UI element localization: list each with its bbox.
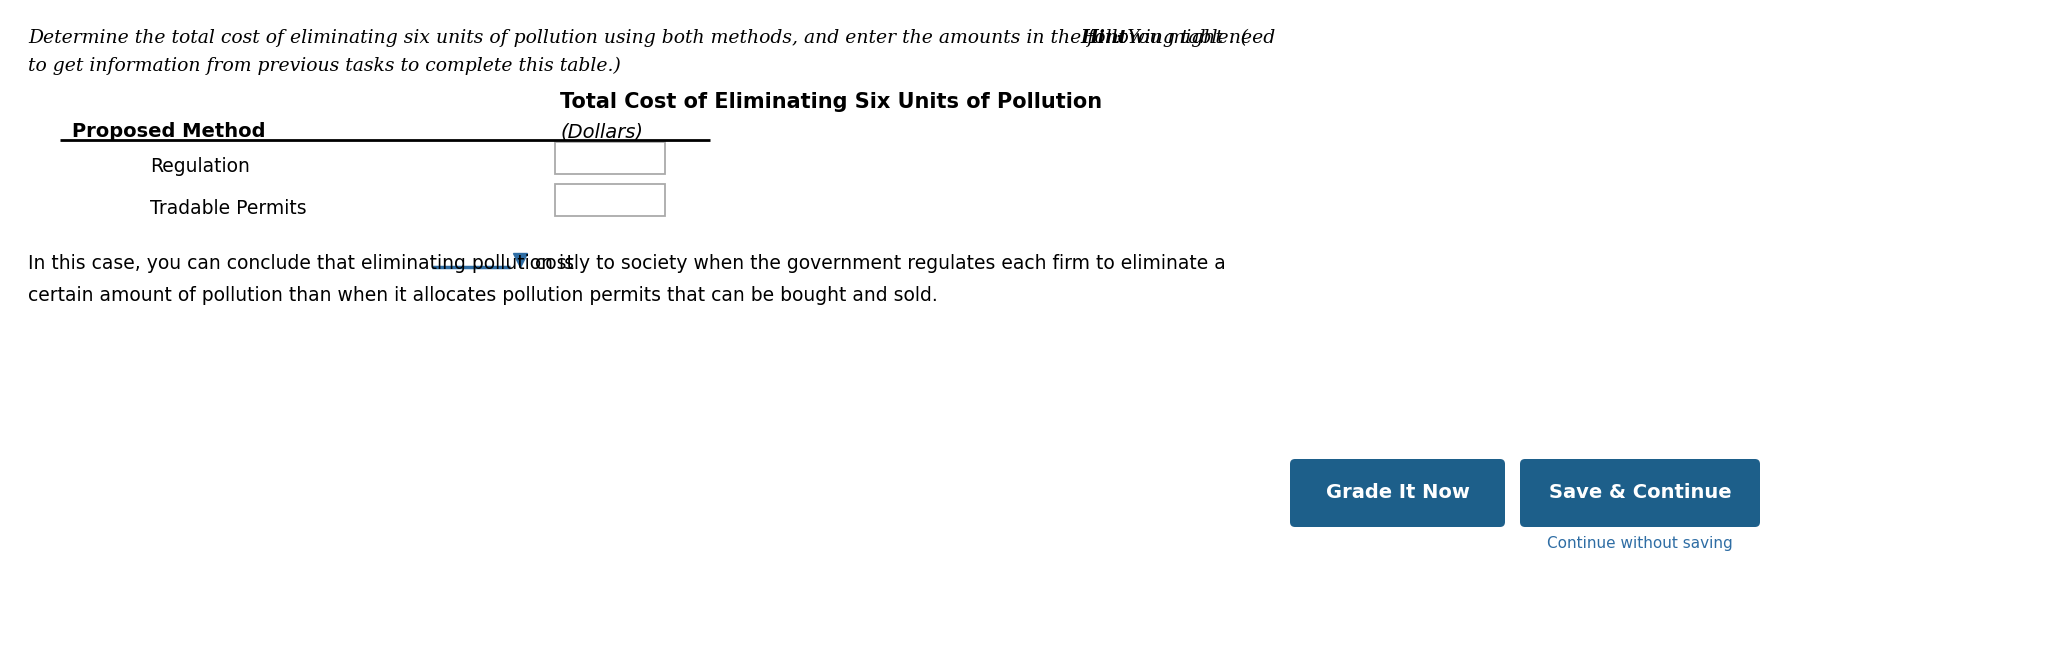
Text: Save & Continue: Save & Continue [1548, 483, 1731, 503]
FancyBboxPatch shape [555, 184, 664, 216]
Text: Grade It Now: Grade It Now [1326, 483, 1470, 503]
Text: Total Cost of Eliminating Six Units of Pollution: Total Cost of Eliminating Six Units of P… [559, 92, 1102, 112]
Text: Determine the total cost of eliminating six units of pollution using both method: Determine the total cost of eliminating … [29, 29, 1248, 47]
FancyBboxPatch shape [1289, 459, 1505, 527]
Text: costly to society when the government regulates each firm to eliminate a: costly to society when the government re… [535, 254, 1225, 273]
Text: Regulation: Regulation [150, 157, 251, 176]
FancyBboxPatch shape [555, 142, 664, 174]
Text: (Dollars): (Dollars) [559, 122, 644, 141]
FancyBboxPatch shape [1519, 459, 1760, 527]
Text: : You might need: : You might need [1114, 29, 1275, 47]
Text: In this case, you can conclude that eliminating pollution is: In this case, you can conclude that elim… [29, 254, 574, 273]
Text: Hint: Hint [1079, 29, 1127, 47]
Text: certain amount of pollution than when it allocates pollution permits that can be: certain amount of pollution than when it… [29, 286, 938, 305]
Text: Proposed Method: Proposed Method [72, 122, 265, 141]
Text: Continue without saving: Continue without saving [1546, 536, 1733, 551]
Text: Tradable Permits: Tradable Permits [150, 199, 306, 218]
Text: to get information from previous tasks to complete this table.): to get information from previous tasks t… [29, 57, 621, 75]
